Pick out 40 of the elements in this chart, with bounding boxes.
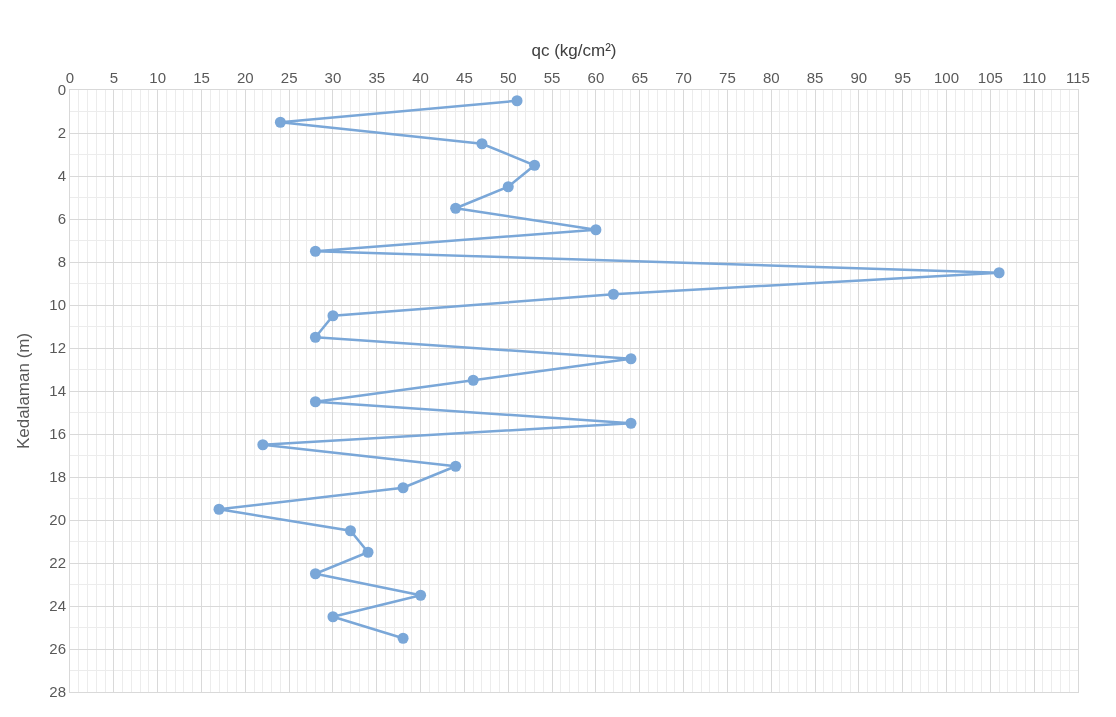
x-tick-label: 35 — [368, 69, 386, 86]
y-tick-label: 10 — [49, 296, 66, 314]
x-tick-label: 55 — [543, 69, 561, 86]
y-tick-label: 14 — [49, 382, 66, 400]
x-tick-label: 100 — [934, 69, 960, 86]
x-tick-label: 85 — [806, 69, 824, 86]
x-tick-label: 50 — [499, 69, 517, 86]
x-tick-label: 95 — [894, 69, 912, 86]
x-tick-label: 15 — [193, 69, 210, 86]
x-tick-label: 70 — [675, 69, 692, 86]
x-tick-label: 80 — [762, 69, 780, 86]
y-tick-label: 28 — [49, 683, 66, 701]
y-tick-label: 20 — [49, 511, 66, 529]
y-tick-label: 8 — [57, 253, 66, 271]
x-tick-label: 75 — [719, 69, 736, 86]
x-axis-title: qc (kg/cm²) — [531, 40, 617, 60]
y-tick-label: 26 — [49, 640, 66, 658]
x-tick-label: 30 — [324, 69, 342, 86]
x-tick-label: 5 — [109, 69, 118, 86]
y-tick-label: 24 — [49, 597, 66, 615]
x-tick-label: 105 — [977, 69, 1003, 86]
y-tick-label: 2 — [57, 124, 66, 142]
y-tick-label: 12 — [49, 339, 66, 357]
y-tick-label: 0 — [57, 81, 66, 99]
x-tick-label: 115 — [1066, 69, 1090, 86]
y-tick-label: 4 — [57, 167, 66, 185]
y-tick-label: 16 — [49, 425, 66, 443]
x-tick-label: 40 — [412, 69, 429, 86]
y-tick-label: 18 — [49, 468, 66, 486]
x-tick-label: 65 — [631, 69, 649, 86]
y-tick-label: 22 — [49, 554, 66, 572]
x-tick-label: 110 — [1022, 69, 1047, 86]
x-tick-label: 60 — [587, 69, 605, 86]
x-tick-label: 10 — [149, 69, 166, 86]
x-tick-label: 90 — [850, 69, 868, 86]
x-tick-label: 20 — [236, 69, 254, 86]
y-tick-label: 6 — [57, 210, 66, 228]
x-tick-label: 45 — [456, 69, 473, 86]
y-axis-title: Kedalaman (m) — [13, 332, 33, 450]
x-tick-label: 25 — [280, 69, 298, 86]
